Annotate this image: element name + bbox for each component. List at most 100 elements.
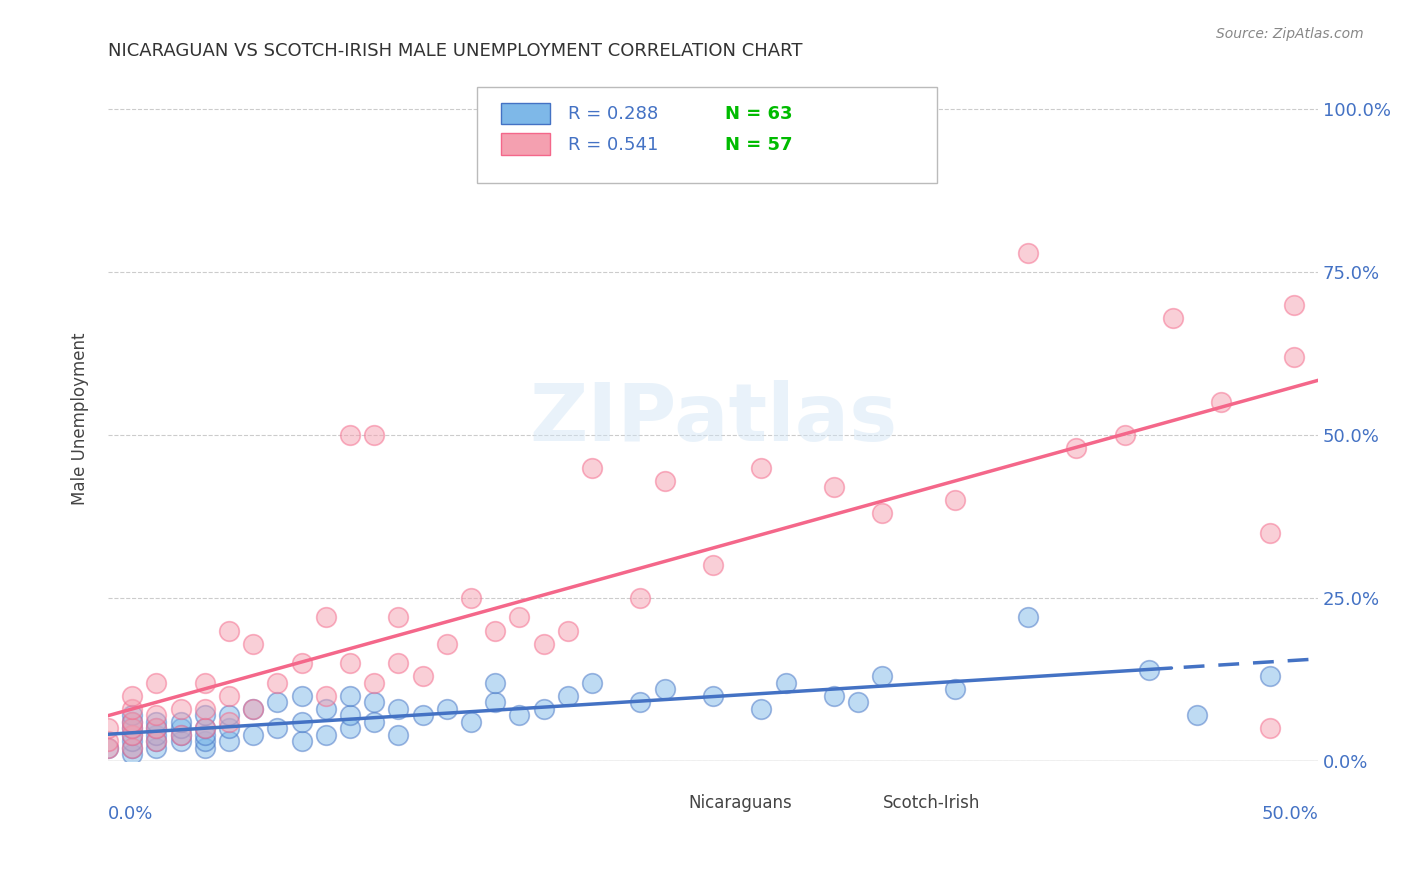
Point xyxy=(823,480,845,494)
Point xyxy=(412,708,434,723)
Point xyxy=(557,689,579,703)
Point xyxy=(363,695,385,709)
Point xyxy=(121,714,143,729)
Point xyxy=(533,636,555,650)
Point xyxy=(121,689,143,703)
Point xyxy=(218,708,240,723)
Point xyxy=(508,708,530,723)
Point xyxy=(97,734,120,748)
Point xyxy=(169,728,191,742)
Point xyxy=(121,740,143,755)
Point xyxy=(339,721,361,735)
Point xyxy=(218,721,240,735)
Point xyxy=(1211,395,1233,409)
Point xyxy=(484,695,506,709)
Point xyxy=(121,721,143,735)
Point xyxy=(169,714,191,729)
Point xyxy=(751,460,773,475)
Point xyxy=(97,740,120,755)
Point xyxy=(291,714,314,729)
Text: ZIPatlas: ZIPatlas xyxy=(529,380,897,458)
FancyBboxPatch shape xyxy=(641,795,675,814)
Point xyxy=(1258,525,1281,540)
Point xyxy=(145,734,167,748)
Text: R = 0.541: R = 0.541 xyxy=(568,136,658,154)
Point xyxy=(363,428,385,442)
Point xyxy=(533,702,555,716)
Point xyxy=(291,656,314,670)
Point xyxy=(218,714,240,729)
Point xyxy=(121,740,143,755)
Point xyxy=(751,702,773,716)
Point xyxy=(242,702,264,716)
Point xyxy=(121,747,143,762)
Point xyxy=(484,624,506,638)
Point xyxy=(872,506,894,520)
Point xyxy=(1017,610,1039,624)
Point xyxy=(121,714,143,729)
Point xyxy=(145,740,167,755)
Point xyxy=(1017,245,1039,260)
Point xyxy=(242,728,264,742)
Point xyxy=(654,682,676,697)
Point xyxy=(169,734,191,748)
Point xyxy=(97,740,120,755)
Point xyxy=(97,721,120,735)
Point xyxy=(145,675,167,690)
Point xyxy=(194,740,217,755)
Point xyxy=(145,714,167,729)
Point xyxy=(291,689,314,703)
Point xyxy=(194,728,217,742)
Point xyxy=(846,695,869,709)
FancyBboxPatch shape xyxy=(834,795,868,814)
Point xyxy=(121,702,143,716)
Point xyxy=(1258,669,1281,683)
Point xyxy=(363,714,385,729)
Point xyxy=(412,669,434,683)
Point xyxy=(557,624,579,638)
Point xyxy=(387,656,409,670)
FancyBboxPatch shape xyxy=(502,134,550,155)
Point xyxy=(266,675,288,690)
Point xyxy=(315,689,337,703)
Point xyxy=(242,702,264,716)
Text: NICARAGUAN VS SCOTCH-IRISH MALE UNEMPLOYMENT CORRELATION CHART: NICARAGUAN VS SCOTCH-IRISH MALE UNEMPLOY… xyxy=(108,42,803,60)
Point xyxy=(339,708,361,723)
Point xyxy=(121,721,143,735)
Point xyxy=(460,714,482,729)
Point xyxy=(1064,441,1087,455)
Text: Scotch-Irish: Scotch-Irish xyxy=(883,794,980,813)
Point xyxy=(508,610,530,624)
Point xyxy=(943,493,966,508)
Point xyxy=(145,721,167,735)
Point xyxy=(1282,350,1305,364)
Point xyxy=(145,734,167,748)
Point xyxy=(702,689,724,703)
Point xyxy=(654,474,676,488)
Point xyxy=(387,702,409,716)
Point xyxy=(339,428,361,442)
Point xyxy=(872,669,894,683)
Text: N = 57: N = 57 xyxy=(725,136,793,154)
Point xyxy=(436,702,458,716)
Point xyxy=(387,728,409,742)
Point xyxy=(1114,428,1136,442)
Point xyxy=(775,675,797,690)
Point xyxy=(581,675,603,690)
Point xyxy=(1161,310,1184,325)
Point xyxy=(630,695,652,709)
Text: R = 0.288: R = 0.288 xyxy=(568,105,658,123)
Point xyxy=(315,610,337,624)
FancyBboxPatch shape xyxy=(477,87,936,183)
Point xyxy=(1185,708,1208,723)
Point xyxy=(121,734,143,748)
Point xyxy=(194,734,217,748)
Point xyxy=(218,624,240,638)
Point xyxy=(169,702,191,716)
Point xyxy=(169,721,191,735)
Point xyxy=(436,636,458,650)
Point xyxy=(339,656,361,670)
Point xyxy=(460,591,482,605)
Point xyxy=(630,591,652,605)
Point xyxy=(145,721,167,735)
